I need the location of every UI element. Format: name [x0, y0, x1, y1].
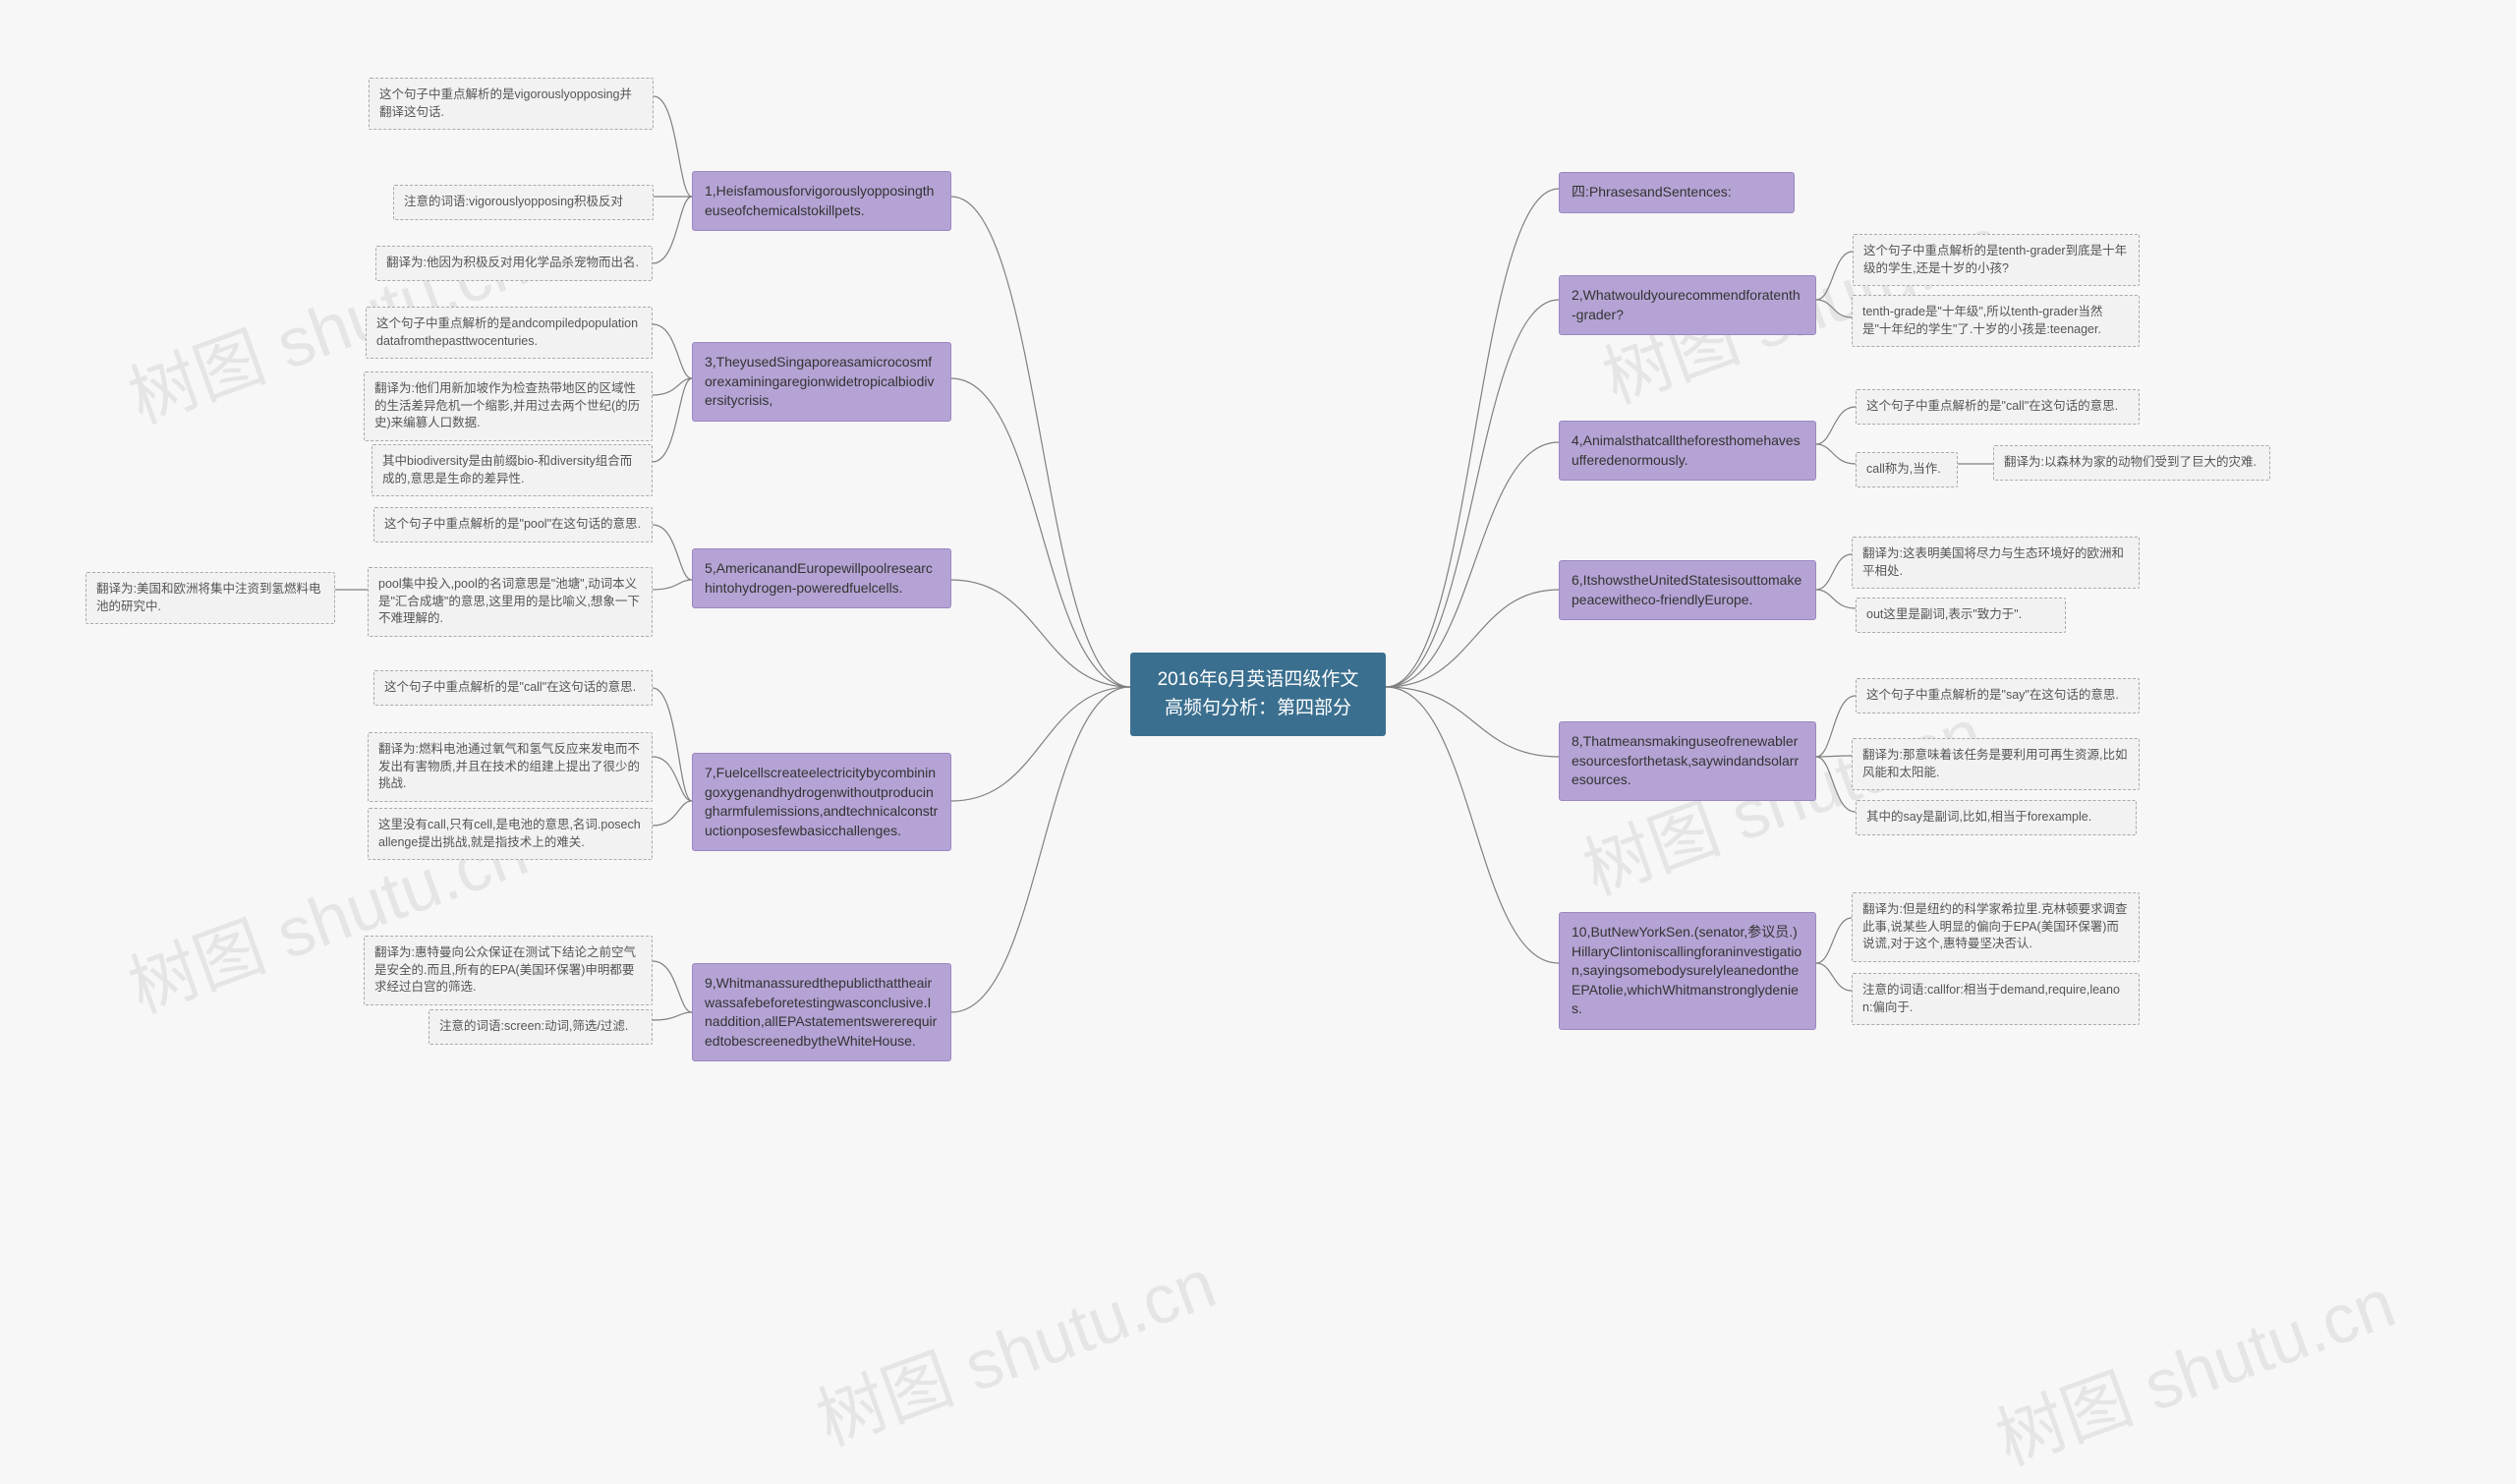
note: out这里是副词,表示"致力于". [1856, 598, 2066, 633]
mindmap-root[interactable]: 2016年6月英语四级作文 高频句分析：第四部分 [1130, 653, 1386, 736]
note: 这个句子中重点解析的是"call"在这句话的意思. [373, 670, 653, 706]
topic-5[interactable]: 5,AmericanandEuropewillpoolresearchintoh… [692, 548, 951, 608]
note: 这个句子中重点解析的是"pool"在这句话的意思. [373, 507, 653, 542]
topic-2[interactable]: 2,Whatwouldyourecommendforatenth-grader? [1559, 275, 1816, 335]
note: 这个句子中重点解析的是vigorouslyopposing并翻译这句话. [369, 78, 654, 130]
topic-6[interactable]: 6,ItshowstheUnitedStatesisouttomakepeace… [1559, 560, 1816, 620]
note: tenth-grade是"十年级",所以tenth-grader当然是"十年纪的… [1852, 295, 2140, 347]
note: 其中的say是副词,比如,相当于forexample. [1856, 800, 2137, 835]
note: pool集中投入,pool的名词意思是"池塘",动词本义是"汇合成塘"的意思,这… [368, 567, 653, 637]
note: 注意的词语:vigorouslyopposing积极反对 [393, 185, 654, 220]
note: 这个句子中重点解析的是"say"在这句话的意思. [1856, 678, 2140, 713]
note: 注意的词语:screen:动词,筛选/过滤. [429, 1009, 653, 1045]
note: 翻译为:那意味着该任务是要利用可再生资源,比如风能和太阳能. [1852, 738, 2140, 790]
note: 这个句子中重点解析的是"call"在这句话的意思. [1856, 389, 2140, 425]
note: 这个句子中重点解析的是tenth-grader到底是十年级的学生,还是十岁的小孩… [1853, 234, 2140, 286]
topic-1[interactable]: 1,Heisfamousforvigorouslyopposingtheuseo… [692, 171, 951, 231]
note: 翻译为:他们用新加坡作为检查热带地区的区域性的生活差异危机一个缩影,并用过去两个… [364, 371, 653, 441]
topic-phrases[interactable]: 四:PhrasesandSentences: [1559, 172, 1795, 213]
watermark: 树图 shutu.cn [1981, 1249, 2407, 1484]
note: 注意的词语:callfor:相当于demand,require,leanon:偏… [1852, 973, 2140, 1025]
note: 翻译为:但是纽约的科学家希拉里.克林顿要求调查此事,说某些人明显的偏向于EPA(… [1852, 892, 2140, 962]
topic-8[interactable]: 8,Thatmeansmakinguseofrenewableresources… [1559, 721, 1816, 801]
note: call称为,当作. [1856, 452, 1958, 487]
topic-3[interactable]: 3,TheyusedSingaporeasamicrocosmforexamin… [692, 342, 951, 422]
note: 这里没有call,只有cell,是电池的意思,名词.posechallenge提… [368, 808, 653, 860]
note: 翻译为:以森林为家的动物们受到了巨大的灾难. [1993, 445, 2270, 481]
note: 翻译为:这表明美国将尽力与生态环境好的欧洲和平相处. [1852, 537, 2140, 589]
watermark: 树图 shutu.cn [802, 1229, 1228, 1465]
note: 翻译为:燃料电池通过氧气和氢气反应来发电而不发出有害物质,并且在技术的组建上提出… [368, 732, 653, 802]
note: 这个句子中重点解析的是andcompiledpopulationdatafrom… [366, 307, 653, 359]
topic-4[interactable]: 4,Animalsthatcalltheforesthomehavesuffer… [1559, 421, 1816, 481]
note: 翻译为:惠特曼向公众保证在测试下结论之前空气是安全的.而且,所有的EPA(美国环… [364, 936, 653, 1005]
note: 其中biodiversity是由前缀bio-和diversity组合而成的,意思… [372, 444, 653, 496]
topic-10[interactable]: 10,ButNewYorkSen.(senator,参议员.)HillaryCl… [1559, 912, 1816, 1030]
topic-7[interactable]: 7,Fuelcellscreateelectricitybycombiningo… [692, 753, 951, 851]
note: 翻译为:他因为积极反对用化学品杀宠物而出名. [375, 246, 653, 281]
topic-9[interactable]: 9,Whitmanassuredthepublicthattheairwassa… [692, 963, 951, 1061]
note: 翻译为:美国和欧洲将集中注资到氢燃料电池的研究中. [86, 572, 335, 624]
